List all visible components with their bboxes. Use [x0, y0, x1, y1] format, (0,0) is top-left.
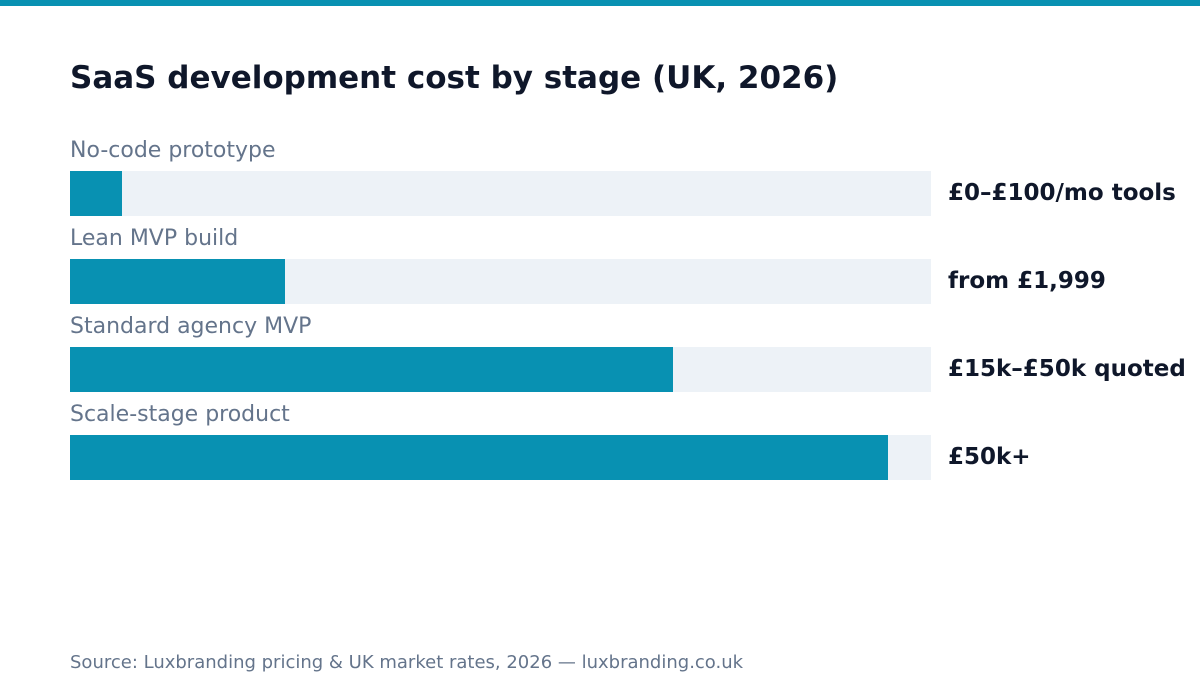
- bar-fill: [70, 435, 888, 480]
- category-label: Lean MVP build: [70, 226, 239, 251]
- data-label: £50k+: [948, 444, 1031, 470]
- category-label: Scale-stage product: [70, 402, 290, 427]
- bar-row: No-code prototype £0–£100/mo tools: [0, 136, 1200, 224]
- data-label: from £1,999: [948, 268, 1106, 294]
- data-label: £0–£100/mo tools: [948, 180, 1176, 206]
- top-accent-strip: [0, 0, 1200, 6]
- bar-fill: [70, 347, 673, 392]
- bar-track: [70, 435, 931, 480]
- bar-row: Lean MVP build from £1,999: [0, 224, 1200, 312]
- source-note: Source: Luxbranding pricing & UK market …: [70, 652, 744, 673]
- bar-fill: [70, 259, 285, 304]
- bar-track: [70, 259, 931, 304]
- bar-track: [70, 171, 931, 216]
- data-label: £15k–£50k quoted: [948, 356, 1186, 382]
- category-label: No-code prototype: [70, 138, 276, 163]
- bar-row: Scale-stage product £50k+: [0, 400, 1200, 488]
- category-label: Standard agency MVP: [70, 314, 312, 339]
- bar-track: [70, 347, 931, 392]
- bar-row: Standard agency MVP £15k–£50k quoted: [0, 312, 1200, 400]
- bar-fill: [70, 171, 122, 216]
- chart-title: SaaS development cost by stage (UK, 2026…: [70, 60, 839, 96]
